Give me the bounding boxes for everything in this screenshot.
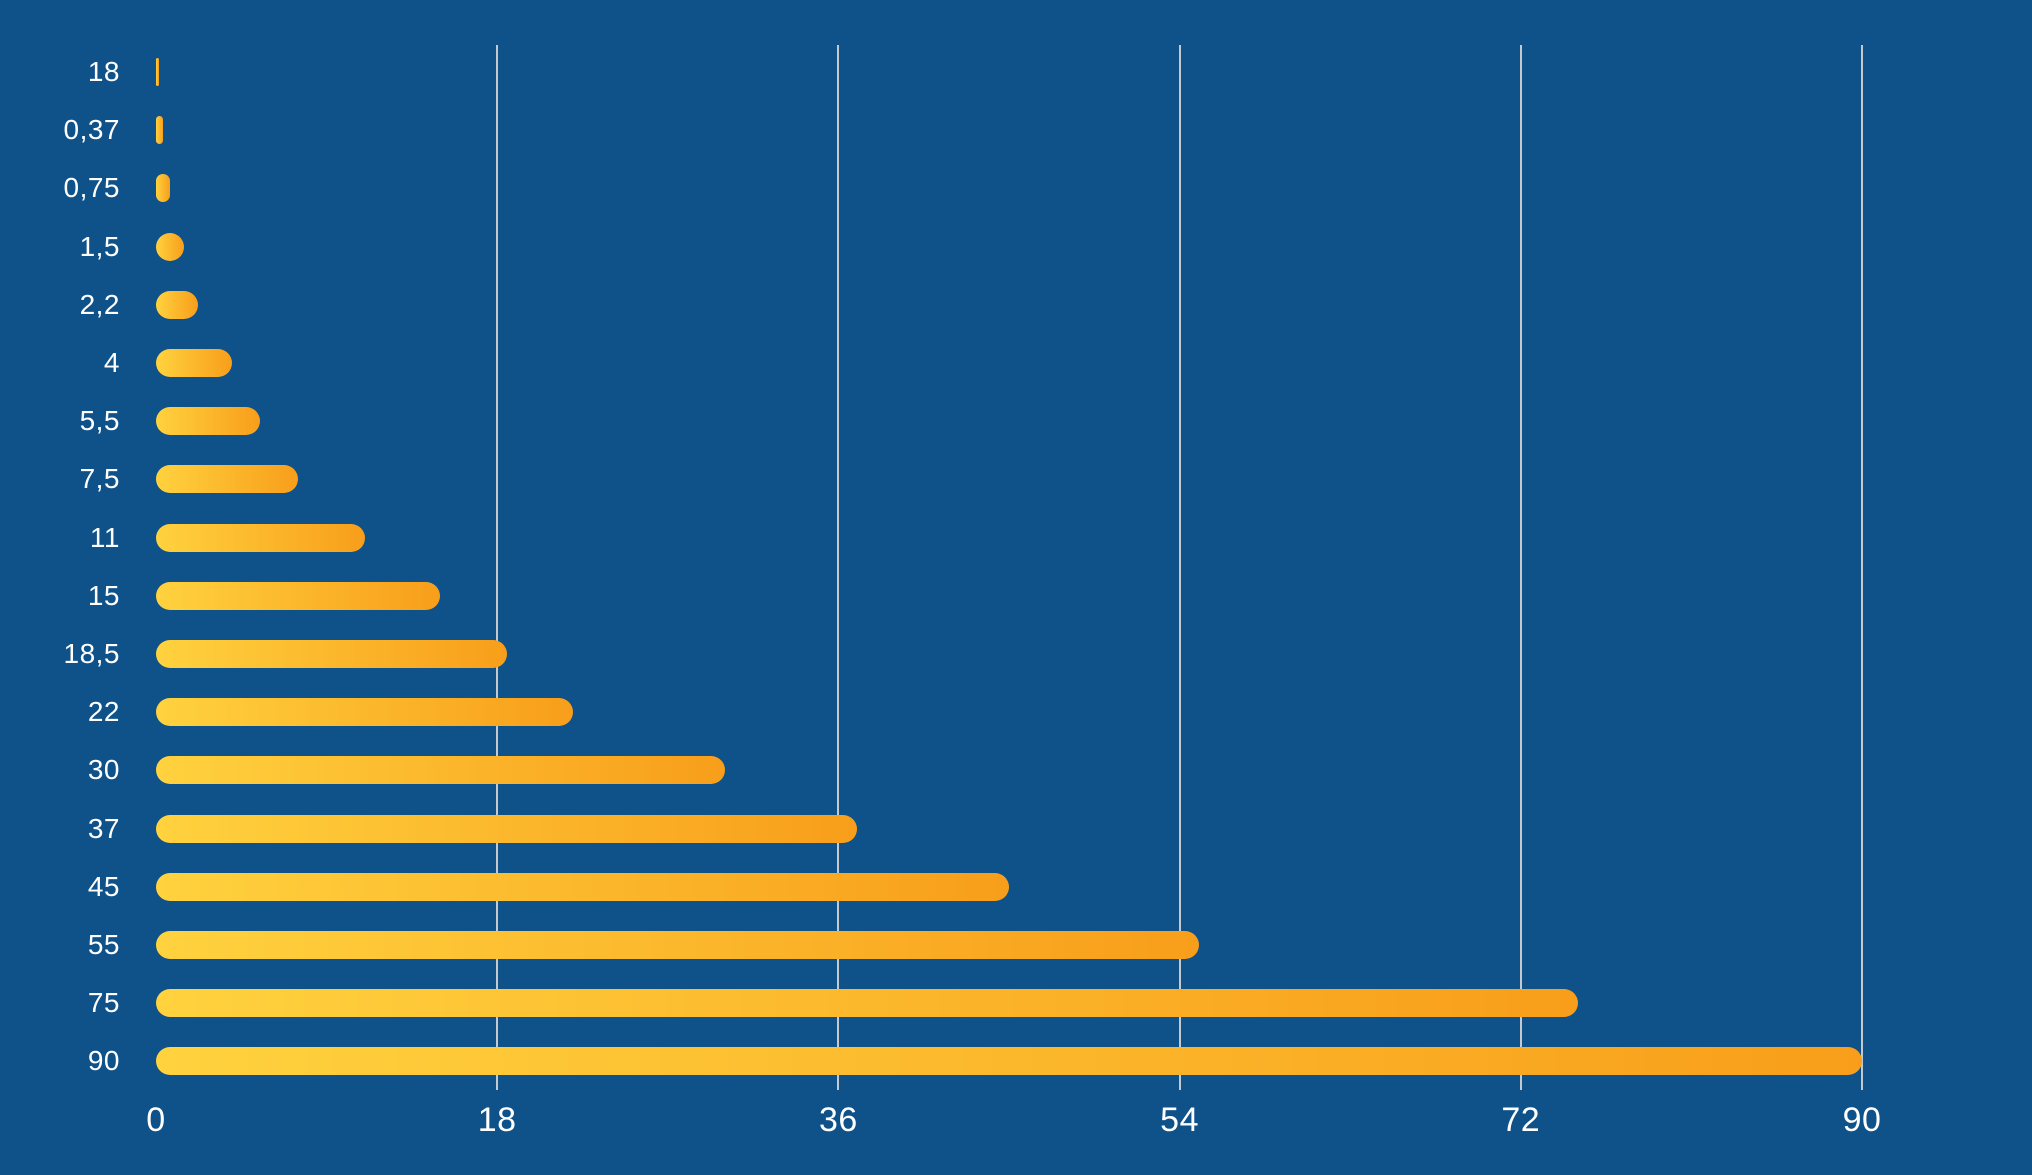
y-axis-label: 2,2 xyxy=(79,288,120,320)
bar xyxy=(156,116,163,145)
gridline xyxy=(837,45,840,1090)
chart-row: 90 xyxy=(0,1032,2032,1090)
bar xyxy=(156,639,507,668)
bar xyxy=(156,581,441,610)
bar xyxy=(156,756,725,785)
chart-row: 55 xyxy=(0,916,2032,974)
y-axis-label: 7,5 xyxy=(79,463,120,495)
bars-layer: 18 0,37 0,75 1,5 2,2 4 5,5 7,5 11 15 18,5 22 30 37 45 5… xyxy=(0,43,2032,1090)
bar xyxy=(156,814,858,843)
chart-row: 11 xyxy=(0,509,2032,567)
y-axis-label: 1,5 xyxy=(79,230,120,262)
y-axis-label: 45 xyxy=(87,870,120,902)
gridline xyxy=(1861,45,1863,1090)
y-axis-label: 18,5 xyxy=(63,637,120,669)
y-axis-label: 90 xyxy=(87,1045,120,1077)
y-axis-label: 0,37 xyxy=(63,114,120,146)
bar xyxy=(156,1047,1862,1076)
bar xyxy=(156,523,365,552)
chart-row: 5,5 xyxy=(0,392,2032,450)
chart-row: 18 xyxy=(0,43,2032,101)
y-axis-label: 0,75 xyxy=(63,172,120,204)
gridline xyxy=(496,45,499,1090)
y-axis-label: 37 xyxy=(87,812,120,844)
chart-row: 0,37 xyxy=(0,101,2032,159)
chart-row: 4 xyxy=(0,334,2032,392)
x-axis-label: 90 xyxy=(1842,1101,1882,1139)
chart-row: 2,2 xyxy=(0,276,2032,334)
y-axis-label: 11 xyxy=(89,521,120,553)
bar xyxy=(156,290,198,319)
y-axis-label: 75 xyxy=(87,987,120,1019)
chart-row: 30 xyxy=(0,741,2032,799)
bar xyxy=(156,465,299,494)
x-axis: 0 18 36 54 72 90 xyxy=(0,1098,2032,1142)
bar xyxy=(156,989,1578,1018)
gridline xyxy=(1178,45,1181,1090)
x-axis-label: 72 xyxy=(1501,1101,1541,1139)
bar xyxy=(156,698,574,727)
chart-row: 0,75 xyxy=(0,159,2032,217)
bar xyxy=(156,58,160,87)
chart-row: 18,5 xyxy=(0,625,2032,683)
bar xyxy=(156,930,1199,959)
y-axis-label: 55 xyxy=(87,928,120,960)
y-axis-label: 4 xyxy=(103,347,120,379)
x-axis-label: 54 xyxy=(1160,1101,1200,1139)
bar xyxy=(156,232,185,261)
x-axis-label: 36 xyxy=(818,1101,858,1139)
bar xyxy=(156,349,232,378)
bar xyxy=(156,872,1009,901)
y-axis-label: 30 xyxy=(87,754,120,786)
bar xyxy=(156,407,261,436)
chart-row: 37 xyxy=(0,799,2032,857)
x-axis-label: 18 xyxy=(477,1101,517,1139)
bar xyxy=(156,174,171,203)
x-axis-label: 0 xyxy=(146,1101,166,1139)
chart-row: 7,5 xyxy=(0,450,2032,508)
y-axis-label: 15 xyxy=(87,579,120,611)
chart-row: 22 xyxy=(0,683,2032,741)
chart-row: 15 xyxy=(0,567,2032,625)
y-axis-label: 5,5 xyxy=(79,405,120,437)
gridline xyxy=(1519,45,1522,1090)
y-axis-label: 22 xyxy=(87,696,120,728)
y-axis-label: 18 xyxy=(87,56,120,88)
chart-row: 45 xyxy=(0,858,2032,916)
chart-row: 1,5 xyxy=(0,218,2032,276)
chart-row: 75 xyxy=(0,974,2032,1032)
